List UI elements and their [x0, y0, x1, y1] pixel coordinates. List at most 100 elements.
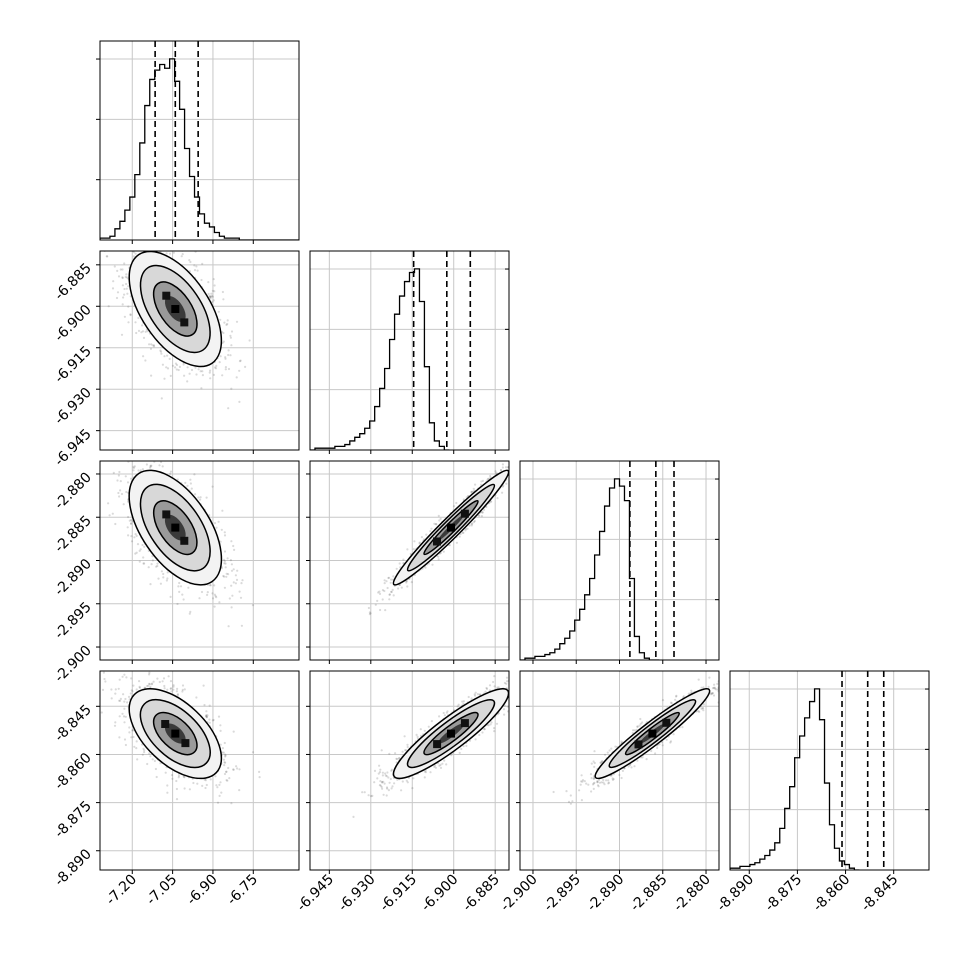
scatter-point: [225, 779, 228, 782]
scatter-point: [511, 470, 513, 472]
scatter-point: [156, 562, 159, 565]
scatter-point: [92, 223, 94, 225]
scatter-point: [233, 548, 236, 552]
scatter-point: [182, 363, 185, 366]
scatter-point: [117, 275, 121, 278]
scatter-point: [211, 719, 214, 722]
scatter-point: [209, 296, 212, 299]
scatter-point: [383, 582, 386, 585]
scatter-point: [126, 244, 128, 246]
scatter-point: [495, 471, 498, 474]
scatter-point: [211, 485, 214, 488]
scatter-point: [216, 786, 219, 789]
scatter-point: [511, 468, 513, 470]
scatter-point: [133, 536, 136, 539]
scatter-point: [125, 442, 127, 444]
scatter-point: [107, 305, 110, 308]
scatter-point: [155, 565, 158, 568]
scatter-point: [183, 445, 185, 447]
scatter-point: [165, 366, 168, 369]
scatter-point: [150, 374, 153, 377]
scatter-point: [121, 712, 124, 715]
scatter-point: [127, 245, 129, 247]
scatter-point: [130, 736, 133, 739]
scatter-point: [501, 485, 504, 488]
scatter-point: [95, 421, 97, 423]
scatter-point: [175, 779, 178, 783]
scatter-point: [171, 364, 175, 367]
scatter-point: [157, 248, 159, 250]
scatter-point: [114, 692, 117, 695]
scatter-point: [129, 518, 133, 522]
y-tick-label: -2.880: [52, 469, 95, 512]
scatter-point: [219, 318, 222, 321]
scatter-point: [159, 237, 161, 239]
scatter-point: [181, 593, 184, 596]
scatter-point: [172, 684, 175, 687]
scatter-point: [490, 500, 493, 503]
scatter-point: [472, 487, 475, 490]
scatter-point: [215, 526, 218, 529]
scatter-point: [429, 530, 432, 533]
scatter-point: [151, 344, 154, 347]
scatter-point: [230, 330, 234, 333]
scatter-point: [164, 221, 166, 223]
scatter-point: [96, 510, 98, 512]
scatter-point: [122, 296, 125, 299]
scatter-point: [142, 336, 146, 339]
scatter-point: [466, 527, 469, 530]
scatter-point: [200, 590, 204, 594]
scatter-point: [143, 562, 146, 565]
scatter-point: [431, 563, 434, 566]
scatter-point: [521, 449, 523, 451]
scatter-point: [516, 466, 518, 468]
scatter-point: [198, 597, 201, 600]
scatter-point: [208, 371, 211, 374]
scatter-point: [517, 470, 519, 472]
panel-3-0: -7.20 -7.05 -6.90 -6.75-8.845-8.860-8.875-8…: [52, 665, 300, 908]
panel-0-0: [96, 40, 300, 244]
scatter-point: [190, 487, 193, 490]
scatter-point: [122, 715, 126, 718]
scatter-point: [142, 556, 145, 559]
panel-content: [100, 665, 299, 870]
scatter-point: [184, 481, 187, 484]
scatter-point: [142, 235, 144, 237]
scatter-point: [219, 355, 222, 358]
scatter-point: [220, 528, 223, 531]
scatter-point: [387, 576, 390, 580]
scatter-point: [228, 777, 231, 780]
scatter-point: [169, 472, 172, 475]
scatter-point: [194, 493, 197, 496]
panel-content: [310, 251, 509, 450]
scatter-point: [384, 609, 387, 612]
scatter-point: [224, 753, 227, 756]
scatter-point: [157, 577, 160, 580]
scatter-point: [111, 512, 114, 515]
scatter-point: [135, 740, 138, 743]
scatter-point: [239, 359, 242, 362]
scatter-point: [176, 694, 179, 697]
panel-2-0: -2.880-2.885-2.890-2.895-2.900: [52, 421, 300, 686]
scatter-point: [480, 480, 483, 483]
scatter-point: [122, 693, 125, 696]
scatter-point: [530, 455, 532, 457]
scatter-point: [230, 584, 233, 587]
scatter-point: [125, 665, 127, 667]
scatter-point: [367, 606, 370, 610]
scatter-point: [224, 357, 227, 360]
scatter-point: [471, 490, 474, 493]
scatter-point: [225, 323, 228, 326]
scatter-point: [134, 242, 136, 244]
scatter-point: [182, 598, 185, 601]
scatter-point: [215, 364, 218, 367]
scatter-point: [159, 349, 162, 352]
scatter-point: [388, 598, 391, 601]
scatter-point: [188, 259, 191, 262]
scatter-point: [418, 541, 421, 544]
scatter-point: [392, 575, 395, 578]
scatter-point: [437, 514, 440, 518]
scatter-point: [127, 440, 129, 442]
scatter-point: [148, 682, 151, 685]
panel-frame: [99, 40, 300, 241]
